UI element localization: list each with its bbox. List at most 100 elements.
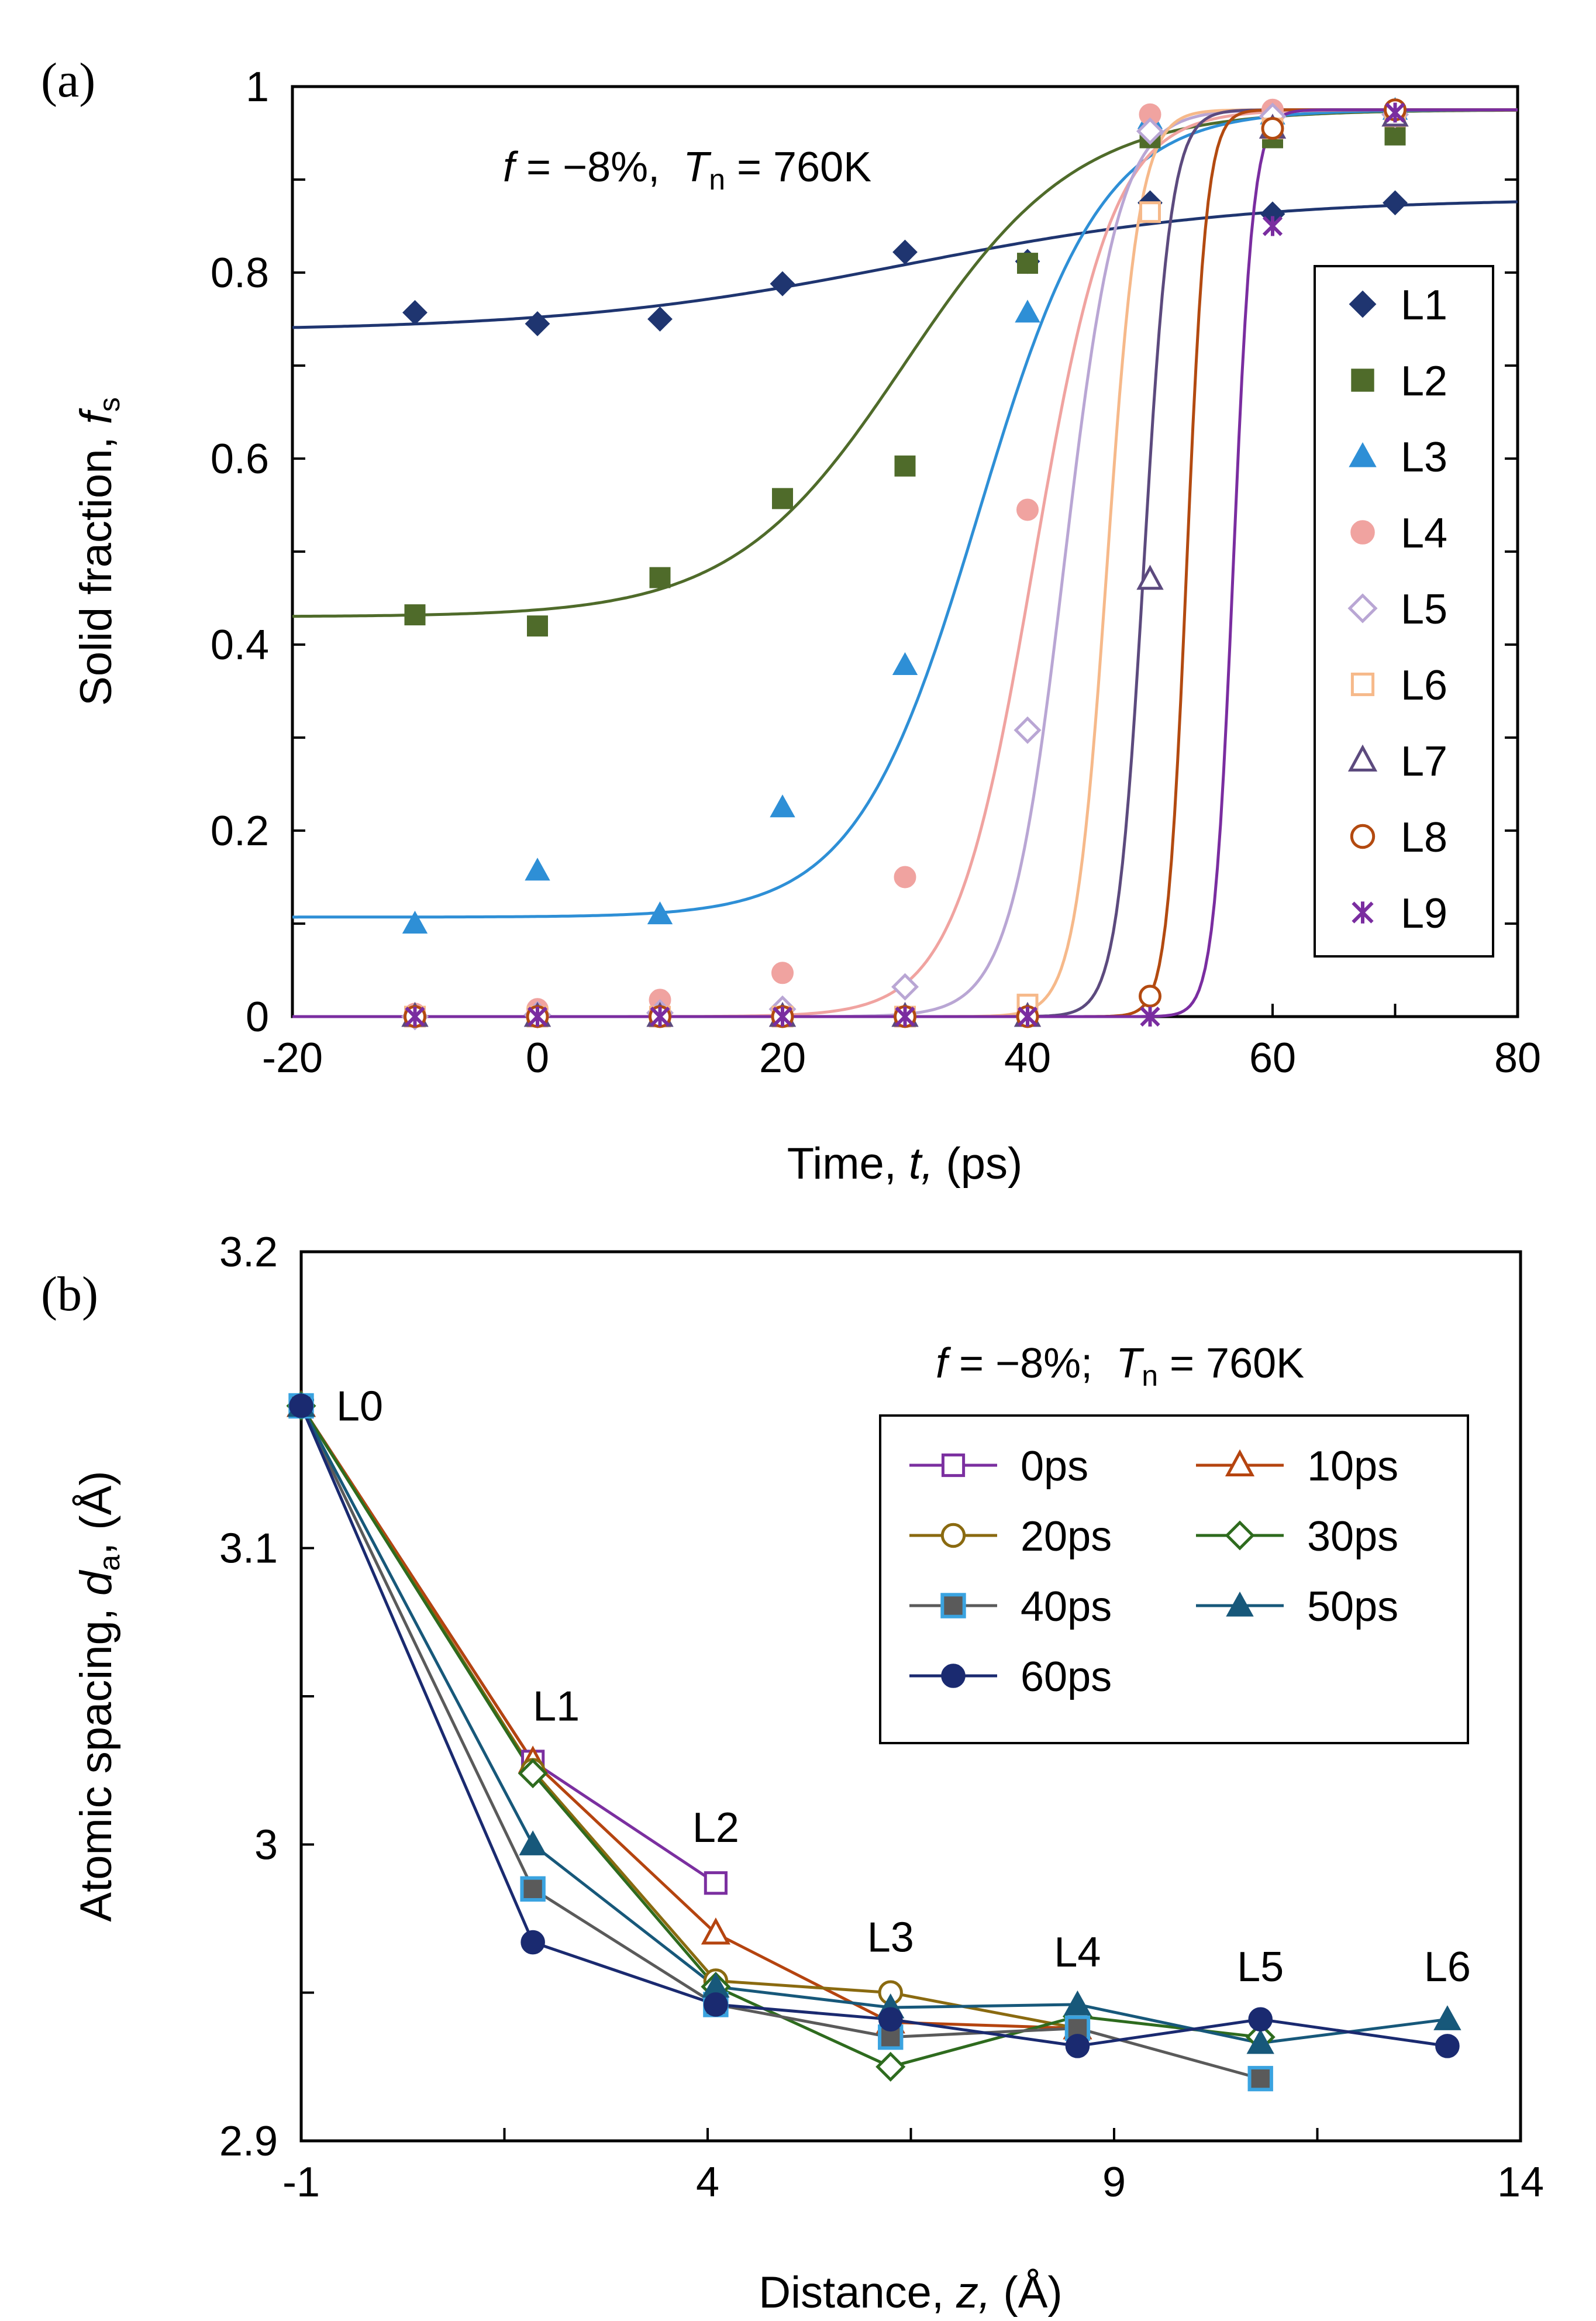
legend-marker: [1351, 369, 1374, 392]
legend-marker: [1349, 290, 1377, 318]
point-30ps: [518, 1758, 548, 1789]
legend-label: 30ps: [1307, 1513, 1398, 1560]
legend-marker: [1350, 672, 1375, 697]
legend-entry-20ps: 20ps: [909, 1513, 1112, 1560]
x-tick-label: 4: [696, 2159, 719, 2206]
panel-a-data-points: [401, 97, 1409, 1031]
layer-label-L3: L3: [867, 1914, 914, 1961]
layer-label-L2: L2: [692, 1805, 739, 1851]
legend-marker: [941, 1664, 966, 1688]
legend-label: L4: [1401, 510, 1447, 557]
legend-entry-0ps: 0ps: [909, 1443, 1088, 1490]
point-60ps: [878, 2007, 903, 2032]
point-L9: [772, 1006, 793, 1027]
point-L3: [647, 901, 673, 925]
y-tick-label: 0.6: [211, 436, 269, 483]
point-L3: [892, 652, 918, 675]
legend-entry-10ps: 10ps: [1196, 1443, 1398, 1490]
point-50ps: [519, 1830, 547, 1855]
legend-label: 20ps: [1021, 1513, 1112, 1560]
legend-label: L3: [1401, 434, 1447, 481]
x-tick-label: 9: [1102, 2159, 1126, 2206]
point-L4: [771, 962, 794, 984]
point-60ps: [1248, 2007, 1273, 2032]
x-tick-label: 20: [759, 1035, 806, 1082]
legend-entry-L5: L5: [1347, 586, 1447, 633]
y-tick-label: 3: [254, 1821, 278, 1868]
point-L2: [649, 567, 671, 588]
point-L2: [894, 455, 916, 477]
point-L9: [1017, 1006, 1038, 1027]
point-L3: [1015, 299, 1040, 323]
point-0ps: [704, 1871, 728, 1895]
x-tick-label: 0: [526, 1035, 549, 1082]
legend-label: L8: [1401, 814, 1447, 861]
panel-b-x-axis-title: Distance, z, (Å): [759, 2268, 1062, 2317]
panel-b-annotation: f = −8%; Tn = 760K: [936, 1340, 1304, 1392]
point-30ps: [875, 2051, 906, 2082]
panel-b-layer-labels: L0 L1 L2 L3 L4 L5 L6: [336, 1383, 1471, 1991]
legend-marker: [1352, 901, 1374, 924]
point-L8: [1261, 117, 1284, 140]
legend-label: 60ps: [1021, 1654, 1112, 1700]
point-L9: [1262, 216, 1283, 236]
point-L1: [1383, 190, 1408, 216]
panel-b-x-tick-labels: -1 4 9 14: [282, 2159, 1544, 2206]
legend-marker: [940, 1593, 966, 1618]
panel-a-y-axis-title: Solid fraction, fs: [71, 397, 126, 706]
y-tick-label: 0.2: [211, 808, 269, 855]
point-L1: [525, 311, 550, 336]
y-tick-label: 2.9: [219, 2118, 278, 2165]
point-L1: [770, 271, 795, 297]
legend-entry-60ps: 60ps: [909, 1654, 1112, 1700]
point-L3: [525, 858, 550, 881]
point-L3: [770, 794, 795, 818]
y-tick-label: 3.1: [219, 1525, 278, 1572]
panel-a-annotation: f = −8%, Tn = 760K: [503, 144, 871, 196]
point-50ps: [1433, 2005, 1461, 2030]
legend-entry-L4: L4: [1350, 510, 1447, 557]
point-L9: [527, 1006, 548, 1027]
panel-b-legend: 0ps 10ps 20ps 30ps 40ps 50ps 60ps: [879, 1414, 1469, 1744]
fit-curve-L1: [292, 200, 1518, 329]
legend-label: 40ps: [1021, 1583, 1112, 1630]
point-L9: [1140, 1006, 1160, 1027]
layer-label-L1: L1: [533, 1683, 580, 1730]
point-40ps: [1247, 2065, 1273, 2092]
point-L3: [402, 910, 428, 934]
point-L4: [894, 866, 916, 889]
point-50ps: [1246, 2029, 1274, 2054]
legend-label: 50ps: [1307, 1583, 1398, 1630]
panel-a-label: (a): [41, 53, 95, 108]
legend-marker: [1347, 744, 1378, 772]
layer-label-L0: L0: [336, 1383, 383, 1430]
legend-marker: [1349, 442, 1377, 467]
legend-entry-L2: L2: [1351, 358, 1447, 405]
legend-label: 10ps: [1307, 1443, 1398, 1490]
legend-entry-L1: L1: [1349, 282, 1447, 329]
x-tick-label: 60: [1249, 1035, 1296, 1082]
legend-marker: [1350, 824, 1376, 849]
point-L9: [1385, 102, 1405, 123]
point-L8: [1139, 984, 1161, 1008]
layer-label-L6: L6: [1424, 1944, 1471, 1991]
legend-marker: [1226, 1591, 1254, 1617]
point-60ps: [289, 1393, 313, 1418]
y-tick-label: 0.8: [211, 250, 269, 297]
legend-entry-L7: L7: [1347, 738, 1447, 785]
point-L2: [1017, 253, 1038, 274]
x-tick-label: 14: [1497, 2159, 1544, 2206]
point-L2: [772, 488, 793, 509]
y-tick-label: 0: [246, 994, 269, 1041]
panel-a-x-axis-title: Time, t, (ps): [787, 1139, 1023, 1189]
legend-marker: [941, 1453, 966, 1478]
point-60ps: [1065, 2034, 1090, 2058]
point-L2: [404, 604, 426, 626]
layer-label-L4: L4: [1054, 1929, 1101, 1976]
point-60ps: [520, 1930, 545, 1955]
layer-label-L5: L5: [1237, 1944, 1284, 1991]
x-tick-label: 80: [1494, 1035, 1541, 1082]
panel-b-y-axis-title: Atomic spacing, da, (Å): [71, 1471, 126, 1921]
y-tick-label: 0.4: [211, 622, 269, 669]
